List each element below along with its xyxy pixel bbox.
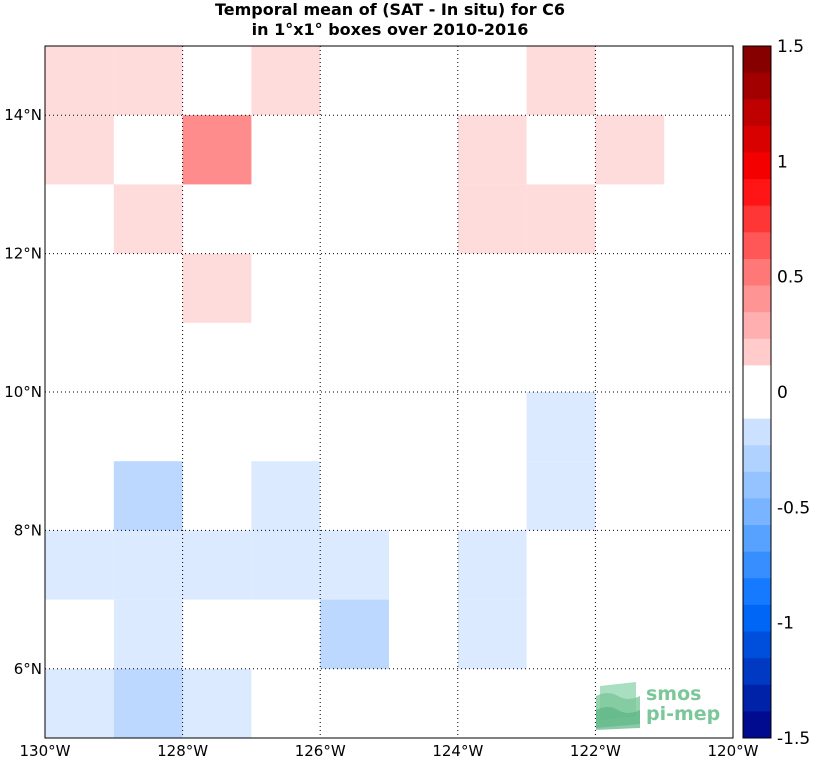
colorbar-segment bbox=[743, 658, 771, 686]
heatmap-cell bbox=[45, 115, 114, 185]
x-tick-label: 126°W bbox=[295, 742, 346, 760]
x-tick-label: 128°W bbox=[157, 742, 208, 760]
heatmap-cell bbox=[526, 184, 596, 254]
grid-lines bbox=[45, 46, 733, 738]
heatmap-cell bbox=[457, 184, 527, 254]
colorbar-segment bbox=[743, 46, 771, 74]
colorbar-segment bbox=[743, 232, 771, 260]
heatmap-cell bbox=[45, 668, 114, 738]
chart-title: Temporal mean of (SAT - In situ) for C6 … bbox=[40, 0, 740, 40]
colorbar-segment bbox=[743, 418, 771, 446]
colorbar-segment bbox=[743, 285, 771, 313]
colorbar-segment bbox=[743, 205, 771, 233]
x-tick-label: 120°W bbox=[708, 742, 759, 760]
colorbar-segment bbox=[743, 631, 771, 659]
colorbar-tick-label: -0.5 bbox=[777, 498, 810, 518]
heatmap-cell bbox=[113, 599, 183, 669]
logo-text-smos: smos bbox=[646, 683, 702, 705]
colorbar-tick-label: 1.5 bbox=[777, 37, 804, 57]
colorbar-segment bbox=[743, 392, 771, 420]
chart-title-line-2: in 1°x1° boxes over 2010-2016 bbox=[251, 20, 529, 39]
x-tick-label: 122°W bbox=[570, 742, 621, 760]
colorbar-frame bbox=[742, 45, 772, 739]
colorbar-segment bbox=[743, 152, 771, 180]
colorbar-segment bbox=[743, 179, 771, 207]
colorbar-segment bbox=[743, 445, 771, 473]
colorbar-segment bbox=[743, 125, 771, 153]
colorbar-segment bbox=[743, 258, 771, 287]
colorbar-segment bbox=[743, 578, 771, 606]
logo-waves-icon bbox=[596, 682, 640, 730]
plot-frame bbox=[44, 45, 734, 739]
heatmap-cell bbox=[457, 530, 527, 600]
heatmap-cell bbox=[113, 46, 183, 116]
heatmap-cell bbox=[251, 461, 321, 531]
heatmap-cell bbox=[182, 530, 252, 600]
colorbar-segment bbox=[743, 498, 771, 526]
colorbar-segment bbox=[743, 525, 771, 553]
heatmap-cell bbox=[320, 599, 389, 669]
heatmap-cell bbox=[182, 253, 252, 323]
colorbar-segment bbox=[743, 604, 771, 633]
x-axis: 130°W 128°W 126°W 124°W 122°W 120°W bbox=[20, 742, 759, 760]
heatmap-cell bbox=[526, 461, 596, 531]
colorbar-segment bbox=[743, 72, 771, 100]
colorbar-segment bbox=[743, 99, 771, 127]
heatmap-cell bbox=[595, 115, 665, 185]
heatmap-cell bbox=[182, 668, 252, 738]
colorbar-tick-label: -1 bbox=[777, 614, 794, 634]
colorbar-segment bbox=[743, 711, 771, 739]
heatmap-cell bbox=[320, 530, 389, 600]
heatmap-cell bbox=[526, 392, 596, 462]
heatmap-cell bbox=[251, 46, 321, 116]
heatmap-cell bbox=[45, 530, 114, 600]
heatmap-cell bbox=[457, 599, 527, 669]
x-tick-label: 124°W bbox=[432, 742, 483, 760]
heatmap-cell bbox=[113, 461, 183, 531]
y-tick-label: 10°N bbox=[4, 383, 42, 401]
y-tick-label: 14°N bbox=[4, 106, 42, 124]
heatmap-cell bbox=[113, 668, 183, 738]
heatmap-cell bbox=[113, 184, 183, 254]
y-tick-label: 8°N bbox=[14, 521, 42, 539]
logo-text-pi-mep: pi-mep bbox=[646, 703, 721, 725]
heatmap-cell bbox=[113, 530, 183, 600]
colorbar-segment bbox=[743, 471, 771, 499]
colorbar-tick-label: 1 bbox=[777, 152, 788, 172]
colorbar-segment bbox=[743, 684, 771, 712]
colorbar-tick-label: 0.5 bbox=[777, 268, 804, 288]
colorbar-ticks: 1.5 1 0.5 0 -0.5 -1 -1.5 bbox=[777, 37, 810, 749]
heatmap-cell bbox=[182, 115, 252, 185]
y-tick-label: 12°N bbox=[4, 245, 42, 263]
heatmap-cells bbox=[45, 46, 665, 738]
heatmap-cell bbox=[457, 115, 527, 185]
colorbar-segment bbox=[743, 365, 771, 393]
chart-title-line-1: Temporal mean of (SAT - In situ) for C6 bbox=[214, 0, 566, 19]
y-tick-label: 6°N bbox=[14, 660, 42, 678]
colorbar bbox=[742, 45, 772, 739]
colorbar-segment bbox=[743, 338, 771, 366]
heatmap-cell bbox=[526, 46, 596, 116]
colorbar-tick-label: -1.5 bbox=[777, 729, 810, 749]
heatmap-cell bbox=[251, 530, 321, 600]
colorbar-tick-label: 0 bbox=[777, 383, 788, 403]
colorbar-segment bbox=[743, 551, 771, 579]
x-tick-label: 130°W bbox=[20, 742, 71, 760]
heatmap-cell bbox=[45, 46, 114, 116]
smos-pi-mep-logo: smos pi-mep bbox=[596, 680, 726, 730]
colorbar-segment bbox=[743, 312, 771, 340]
y-axis: 6°N 8°N 10°N 12°N 14°N bbox=[4, 106, 42, 678]
